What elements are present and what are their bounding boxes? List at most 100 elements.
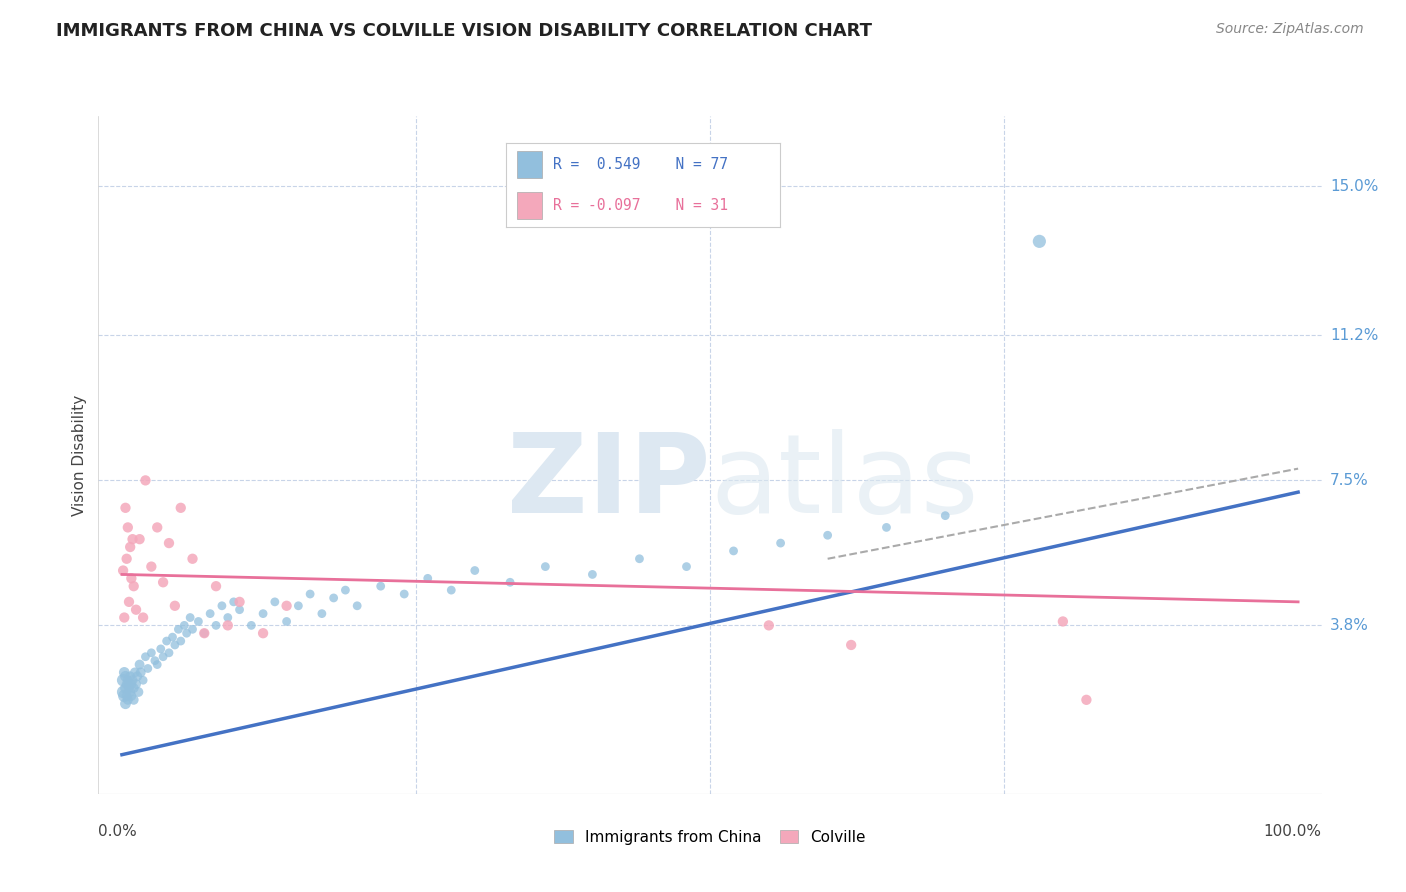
Point: [156, 634, 179, 648]
Point: [143, 654, 166, 668]
Point: [205, 618, 228, 632]
Point: [322, 591, 344, 605]
Point: [136, 661, 159, 675]
Point: [1028, 235, 1050, 249]
Text: 3.8%: 3.8%: [1330, 618, 1369, 633]
Point: [311, 607, 333, 621]
Point: [114, 669, 136, 683]
Point: [134, 474, 156, 488]
Point: [112, 685, 135, 699]
Point: [128, 657, 150, 672]
Legend: Immigrants from China, Colville: Immigrants from China, Colville: [548, 823, 872, 851]
Point: [121, 532, 143, 546]
Point: [120, 677, 142, 691]
Point: [222, 595, 245, 609]
Point: [252, 607, 274, 621]
Point: [114, 697, 136, 711]
Point: [875, 520, 897, 534]
Point: [127, 669, 149, 683]
Point: [499, 575, 522, 590]
Point: [176, 626, 198, 640]
Point: [129, 665, 152, 680]
Point: [1076, 693, 1098, 707]
Point: [120, 689, 142, 703]
Point: [276, 599, 298, 613]
Point: [117, 693, 139, 707]
Point: [440, 583, 463, 598]
Text: 0.0%: 0.0%: [98, 824, 138, 839]
Point: [217, 618, 239, 632]
Point: [370, 579, 392, 593]
Point: [163, 638, 186, 652]
Point: [181, 551, 204, 566]
Point: [112, 673, 135, 688]
Point: [346, 599, 368, 613]
Text: R = -0.097    N = 31: R = -0.097 N = 31: [553, 198, 728, 213]
Point: [141, 559, 163, 574]
Point: [152, 649, 174, 664]
Point: [112, 564, 135, 578]
Point: [122, 579, 145, 593]
Point: [205, 579, 228, 593]
Point: [112, 610, 135, 624]
Point: [170, 634, 193, 648]
Point: [170, 500, 193, 515]
Point: [299, 587, 322, 601]
Point: [193, 626, 215, 640]
Text: atlas: atlas: [710, 428, 979, 535]
Point: [934, 508, 956, 523]
Point: [335, 583, 357, 598]
Text: R =  0.549    N = 77: R = 0.549 N = 77: [553, 157, 728, 172]
Point: [157, 646, 180, 660]
Text: IMMIGRANTS FROM CHINA VS COLVILLE VISION DISABILITY CORRELATION CHART: IMMIGRANTS FROM CHINA VS COLVILLE VISION…: [56, 22, 872, 40]
Point: [117, 520, 139, 534]
Point: [211, 599, 233, 613]
Point: [179, 610, 201, 624]
Point: [132, 610, 155, 624]
Point: [125, 677, 148, 691]
Text: Source: ZipAtlas.com: Source: ZipAtlas.com: [1216, 22, 1364, 37]
Point: [112, 665, 135, 680]
Text: 15.0%: 15.0%: [1330, 179, 1378, 194]
Point: [817, 528, 839, 542]
Point: [124, 665, 146, 680]
Point: [187, 615, 209, 629]
Point: [193, 626, 215, 640]
Point: [181, 622, 204, 636]
Point: [252, 626, 274, 640]
Point: [115, 689, 138, 703]
Text: 11.2%: 11.2%: [1330, 328, 1378, 343]
Point: [581, 567, 603, 582]
Point: [114, 500, 136, 515]
Point: [120, 685, 142, 699]
Point: [118, 595, 141, 609]
Point: [839, 638, 862, 652]
Point: [163, 599, 186, 613]
Point: [534, 559, 557, 574]
Point: [128, 532, 150, 546]
Point: [114, 681, 136, 695]
Point: [240, 618, 263, 632]
Point: [120, 571, 142, 585]
Y-axis label: Vision Disability: Vision Disability: [72, 394, 87, 516]
Point: [125, 603, 148, 617]
Point: [127, 685, 149, 699]
Point: [173, 618, 195, 632]
Point: [675, 559, 697, 574]
Point: [287, 599, 309, 613]
Point: [121, 673, 143, 688]
Point: [628, 551, 651, 566]
Point: [198, 607, 221, 621]
Point: [228, 603, 250, 617]
Point: [118, 681, 141, 695]
Point: [758, 618, 780, 632]
Point: [117, 673, 139, 688]
FancyBboxPatch shape: [517, 152, 541, 178]
Point: [1052, 615, 1074, 629]
Point: [228, 595, 250, 609]
Point: [112, 689, 135, 703]
Point: [392, 587, 415, 601]
Point: [115, 551, 138, 566]
Point: [146, 657, 169, 672]
FancyBboxPatch shape: [517, 192, 541, 219]
